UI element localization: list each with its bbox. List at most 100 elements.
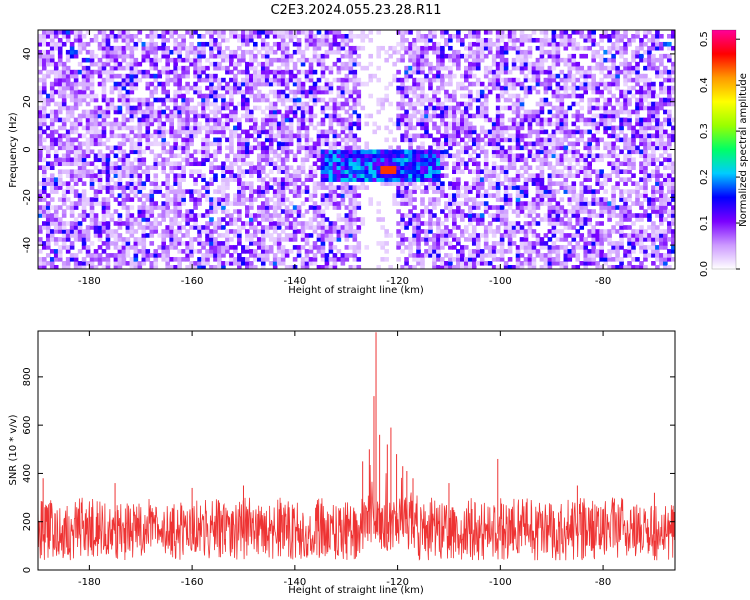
heatmap-cell xyxy=(503,201,509,206)
heatmap-cell xyxy=(241,137,246,143)
heatmap-cell xyxy=(81,237,87,242)
heatmap-cell xyxy=(213,101,218,107)
heatmap-cell xyxy=(491,185,497,190)
heatmap-cell xyxy=(551,121,557,127)
heatmap-cell xyxy=(197,241,202,246)
heatmap-cell xyxy=(535,109,541,115)
heatmap-cell xyxy=(81,33,87,39)
heatmap-cell xyxy=(260,241,266,246)
heatmap-cell xyxy=(109,85,115,91)
heatmap-cell xyxy=(467,153,473,159)
heatmap-cell xyxy=(352,61,358,67)
heatmap-cell xyxy=(332,117,338,123)
heatmap-cell xyxy=(276,133,282,139)
heatmap-cell xyxy=(49,237,55,242)
heatmap-cell xyxy=(515,197,521,202)
heatmap-cell xyxy=(328,30,334,35)
heatmap-cell xyxy=(93,225,99,230)
heatmap-cell xyxy=(38,125,43,131)
heatmap-cell xyxy=(352,81,358,87)
heatmap-cell xyxy=(479,137,485,143)
heatmap-cell xyxy=(137,173,143,178)
heatmap-cell xyxy=(543,149,549,155)
heatmap-cell xyxy=(193,161,198,167)
heatmap-cell xyxy=(256,209,262,214)
heatmap-cell xyxy=(252,121,258,127)
heatmap-cell xyxy=(531,181,537,186)
heatmap-cell xyxy=(245,257,250,262)
heatmap-cell xyxy=(125,209,131,214)
heatmap-cell xyxy=(209,109,214,115)
heatmap-cell xyxy=(380,157,385,163)
heatmap-cell xyxy=(384,49,389,55)
heatmap-cell xyxy=(205,229,210,234)
heatmap-cell xyxy=(535,181,541,186)
heatmap-cell xyxy=(213,93,218,99)
heatmap-cell xyxy=(527,209,533,214)
heatmap-cell xyxy=(113,121,119,127)
heatmap-cell xyxy=(535,173,541,178)
heatmap-cell xyxy=(396,209,401,214)
heatmap-cell xyxy=(292,225,298,230)
heatmap-cell xyxy=(65,37,71,43)
heatmap-cell xyxy=(463,149,469,155)
heatmap-cell xyxy=(424,113,429,119)
heatmap-cell xyxy=(408,217,413,222)
heatmap-cell xyxy=(432,89,437,95)
heatmap-cell xyxy=(444,213,449,218)
heatmap-cell xyxy=(547,185,553,190)
heatmap-cell xyxy=(97,113,103,119)
heatmap-cell xyxy=(264,197,270,202)
heatmap-cell xyxy=(320,253,326,258)
heatmap-cell xyxy=(348,265,354,269)
heatmap-cell xyxy=(416,57,421,63)
heatmap-cell xyxy=(117,233,123,238)
heatmap-cell xyxy=(368,197,374,202)
heatmap-cell xyxy=(499,117,505,123)
heatmap-cell xyxy=(304,45,310,51)
heatmap-cell xyxy=(392,121,397,127)
heatmap-cell xyxy=(292,237,298,242)
heatmap-cell xyxy=(436,53,441,59)
heatmap-cell xyxy=(193,121,198,127)
heatmap-cell xyxy=(304,189,310,194)
heatmap-cell xyxy=(81,45,87,51)
heatmap-cell xyxy=(69,205,75,210)
heatmap-cell xyxy=(181,177,186,182)
heatmap-cell xyxy=(396,185,401,190)
heatmap-cell xyxy=(444,81,449,87)
heatmap-cell xyxy=(141,117,147,123)
heatmap-cell xyxy=(523,257,529,262)
heatmap-cell xyxy=(57,89,63,95)
heatmap-cell xyxy=(328,65,334,71)
heatmap-cell xyxy=(189,45,194,51)
heatmap-cell xyxy=(85,101,91,107)
heatmap-cell xyxy=(173,257,178,262)
heatmap-cell xyxy=(117,213,123,218)
heatmap-cell xyxy=(527,69,533,75)
heatmap-cell xyxy=(428,165,433,171)
heatmap-cell xyxy=(368,53,374,59)
heatmap-cell xyxy=(348,205,354,210)
heatmap-cell xyxy=(324,165,330,171)
heatmap-cell xyxy=(288,129,294,135)
heatmap-cell xyxy=(332,205,338,210)
heatmap-cell xyxy=(412,185,417,190)
heatmap-cell xyxy=(256,177,262,182)
heatmap-cell xyxy=(535,233,541,238)
heatmap-cell xyxy=(467,61,473,67)
heatmap-cell xyxy=(241,161,246,167)
heatmap-cell xyxy=(276,41,282,47)
heatmap-cell xyxy=(460,265,465,269)
heatmap-cell xyxy=(511,233,517,238)
heatmap-cell xyxy=(408,197,413,202)
heatmap-cell xyxy=(412,105,417,111)
heatmap-cell xyxy=(38,181,43,186)
heatmap-cell xyxy=(189,261,194,266)
heatmap-cell xyxy=(475,41,481,47)
heatmap-cell xyxy=(93,233,99,238)
heatmap-cell xyxy=(511,137,517,143)
heatmap-cell xyxy=(527,133,533,139)
heatmap-cell xyxy=(499,245,505,250)
heatmap-cell xyxy=(300,213,306,218)
